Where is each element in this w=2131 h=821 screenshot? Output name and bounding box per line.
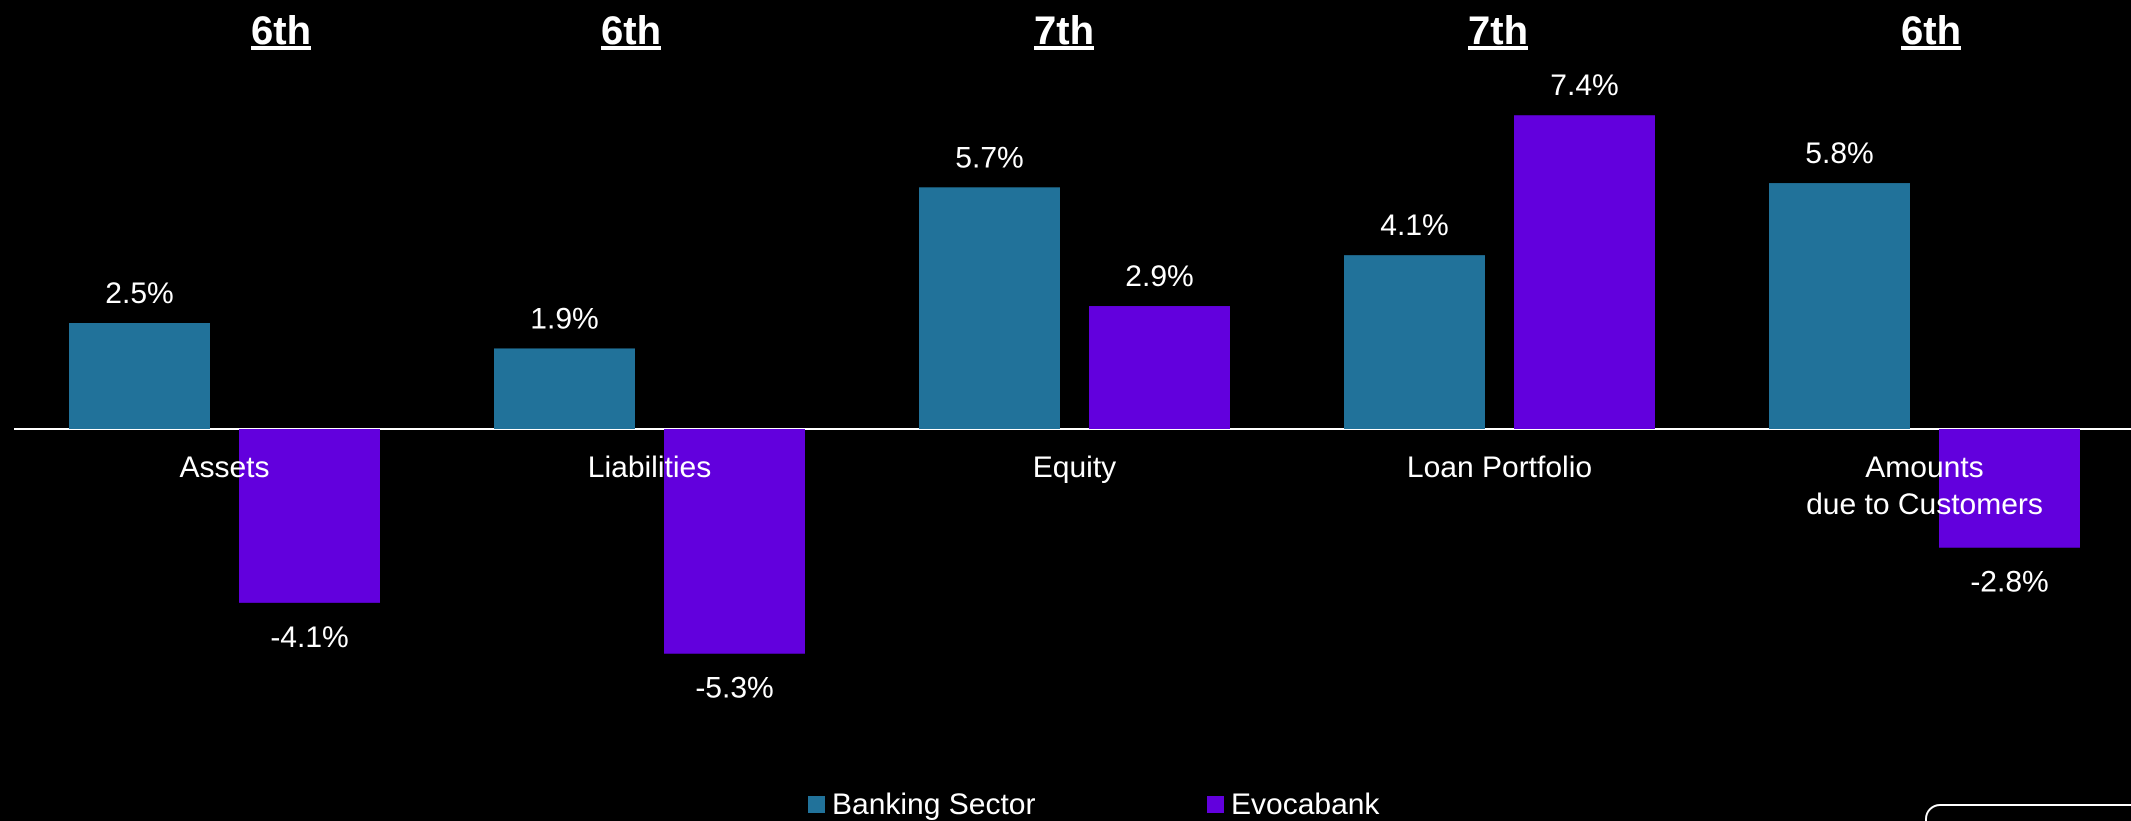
bar [664,429,805,654]
legend-label: Evocabank [1231,788,1380,821]
legend-swatch [1207,796,1224,813]
bar [1939,429,2080,548]
decorative-box [1925,804,2131,821]
rank-label: 6th [1901,9,1961,53]
data-label: 2.5% [105,277,173,310]
bar [1514,115,1655,430]
data-label: -5.3% [695,672,773,705]
data-label: -2.8% [1970,566,2048,599]
rank-label: 6th [251,9,311,53]
bar [1769,183,1910,429]
data-label: 2.9% [1125,260,1193,293]
bar [1344,255,1485,429]
bar [1089,306,1230,429]
data-label: 5.7% [955,141,1023,174]
x-tick-label: Amounts due to Customers [1806,451,2043,521]
data-label: -4.1% [270,621,348,654]
x-tick-label: Equity [1032,451,1117,484]
legend-label: Banking Sector [832,788,1035,821]
rank-label: 6th [601,9,661,53]
bar [494,348,635,429]
legend-swatch [808,796,825,813]
data-label: 4.1% [1380,209,1448,242]
data-label: 5.8% [1805,137,1873,170]
rank-label: 7th [1468,9,1528,53]
bar [919,187,1060,429]
bar [69,323,210,429]
bar [239,429,380,603]
rank-label: 7th [1034,9,1094,53]
data-label: 7.4% [1550,69,1618,102]
x-tick-label: Assets [179,451,270,484]
x-tick-label: Loan Portfolio [1406,451,1593,484]
data-label: 1.9% [530,302,598,335]
x-tick-label: Liabilities [587,451,712,484]
